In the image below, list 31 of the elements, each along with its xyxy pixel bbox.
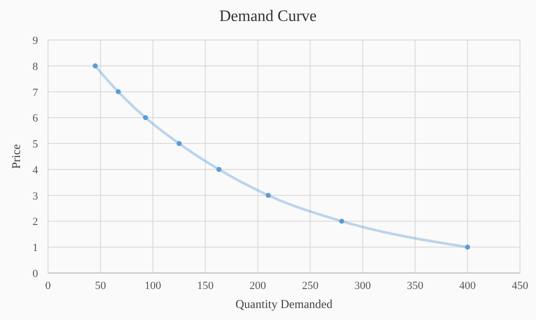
y-tick-label: 9 xyxy=(32,35,38,47)
y-axis-title: Price xyxy=(9,144,23,169)
x-tick-label: 450 xyxy=(512,280,529,292)
point xyxy=(339,218,344,224)
point xyxy=(465,244,470,250)
x-tick-label: 150 xyxy=(197,280,214,292)
point xyxy=(176,141,182,146)
y-tick-label: 2 xyxy=(32,216,38,228)
y-tick-label: 0 xyxy=(32,268,38,280)
x-tick-label: 400 xyxy=(459,280,476,292)
x-tick-label: 200 xyxy=(250,280,267,292)
x-tick-label: 350 xyxy=(406,280,424,292)
y-tick-label: 5 xyxy=(32,138,38,151)
y-tick-label: 8 xyxy=(32,60,38,73)
x-tick-label: 100 xyxy=(144,280,162,292)
y-tick-label: 7 xyxy=(32,86,38,99)
y-tick-label: 6 xyxy=(32,112,38,125)
point xyxy=(216,166,222,172)
x-axis-title: Quantity Demanded xyxy=(236,297,332,311)
x-tick-label: 50 xyxy=(94,280,106,292)
point xyxy=(266,192,271,198)
x-tick-label: 250 xyxy=(302,280,319,292)
x-tick-label: 0 xyxy=(45,280,52,292)
y-tick-label: 4 xyxy=(32,164,38,176)
chart-title: Demand Curve xyxy=(219,8,317,25)
point xyxy=(116,89,121,94)
point xyxy=(143,115,148,120)
y-tick-label: 1 xyxy=(32,242,38,254)
y-tick-label: 3 xyxy=(32,190,38,202)
point xyxy=(92,63,98,68)
x-tick-label: 300 xyxy=(354,280,372,292)
